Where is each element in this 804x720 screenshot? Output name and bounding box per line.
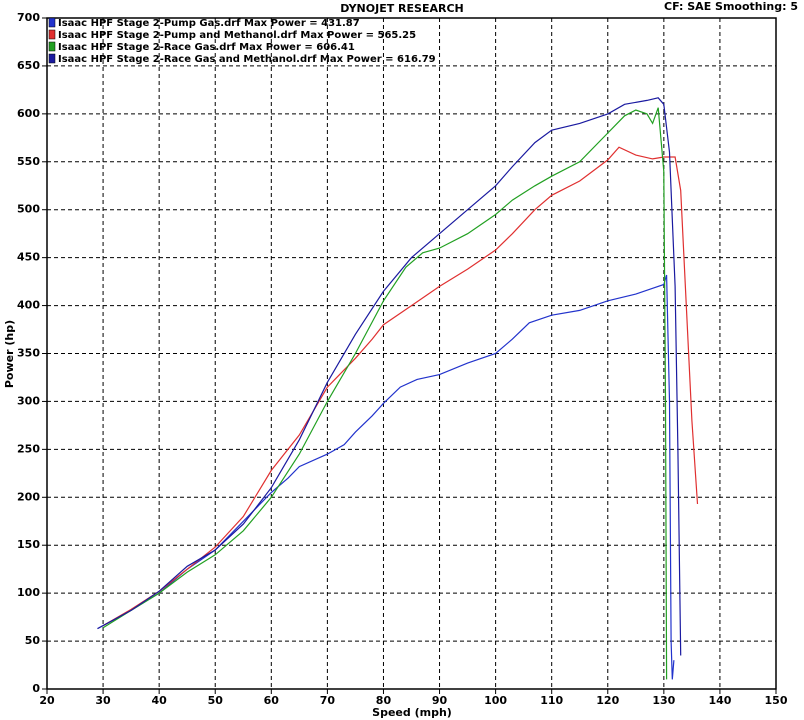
x-axis-label: Speed (mph) <box>372 706 452 719</box>
legend-swatch <box>48 41 56 52</box>
legend-swatch <box>48 53 56 64</box>
power-line <box>102 107 668 680</box>
y-tick-label: 50 <box>25 634 41 647</box>
power-line <box>97 97 682 656</box>
x-tick-label: 20 <box>39 694 55 707</box>
power-line <box>97 274 675 680</box>
legend-swatch <box>48 17 56 28</box>
x-tick-label: 140 <box>708 694 731 707</box>
x-tick-label: 120 <box>596 694 619 707</box>
y-axis-label: Power (hp) <box>3 320 16 388</box>
chart-title: DYNOJET RESEARCH <box>340 2 463 15</box>
y-tick-label: 150 <box>17 538 40 551</box>
y-tick-label: 200 <box>17 490 40 503</box>
y-tick-label: 250 <box>17 442 40 455</box>
y-tick-label: 650 <box>17 59 40 72</box>
x-tick-label: 80 <box>376 694 392 707</box>
legend-label: Isaac HPF Stage 2-Race Gas.drf Max Power… <box>58 42 355 53</box>
plot-border <box>46 17 777 690</box>
x-tick-label: 100 <box>484 694 507 707</box>
power-line <box>102 146 699 627</box>
y-tick-label: 450 <box>17 251 40 264</box>
x-tick-label: 130 <box>652 694 675 707</box>
x-tick-label: 110 <box>540 694 563 707</box>
x-tick-label: 70 <box>320 694 336 707</box>
x-tick-label: 90 <box>432 694 448 707</box>
y-tick-label: 700 <box>17 11 40 24</box>
y-tick-label: 600 <box>17 107 40 120</box>
y-tick-label: 300 <box>17 394 40 407</box>
y-tick-label: 100 <box>17 586 40 599</box>
legend-label: Isaac HPF Stage 2-Race Gas and Methanol.… <box>58 54 436 65</box>
y-tick-label: 350 <box>17 347 40 360</box>
y-tick-label: 550 <box>17 155 40 168</box>
y-tick-label: 500 <box>17 203 40 216</box>
legend-swatch <box>48 29 56 40</box>
y-tick-label: 400 <box>17 299 40 312</box>
legend-label: Isaac HPF Stage 2-Pump Gas.drf Max Power… <box>58 18 360 29</box>
x-tick-label: 40 <box>151 694 167 707</box>
legend-label: Isaac HPF Stage 2-Pump and Methanol.drf … <box>58 30 416 41</box>
y-tick-label: 0 <box>32 682 40 695</box>
x-tick-label: 50 <box>208 694 224 707</box>
x-tick-label: 60 <box>264 694 280 707</box>
x-tick-label: 150 <box>765 694 788 707</box>
x-tick-label: 30 <box>95 694 111 707</box>
chart-subtitle: CF: SAE Smoothing: 5 <box>664 0 798 13</box>
